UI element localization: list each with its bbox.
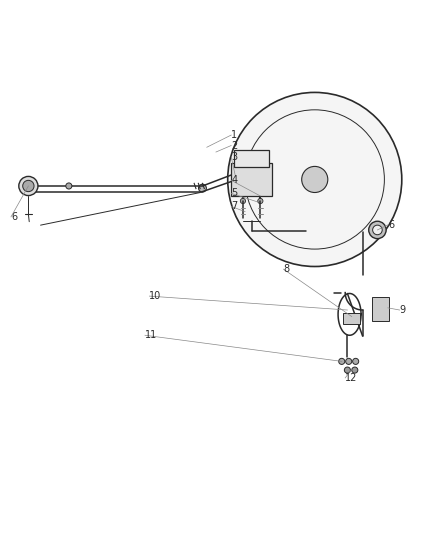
FancyBboxPatch shape (231, 163, 272, 196)
Text: 5: 5 (231, 188, 237, 198)
Text: 1: 1 (231, 130, 237, 140)
Text: 12: 12 (345, 373, 357, 383)
Text: 10: 10 (149, 291, 162, 301)
Circle shape (344, 367, 350, 373)
FancyBboxPatch shape (234, 150, 269, 167)
Text: 4: 4 (231, 175, 237, 185)
Circle shape (23, 180, 34, 192)
Text: 11: 11 (145, 330, 157, 340)
Text: 6: 6 (389, 220, 395, 230)
Circle shape (228, 92, 402, 266)
Circle shape (373, 225, 382, 235)
Text: 7: 7 (231, 201, 237, 212)
Circle shape (302, 166, 328, 192)
Circle shape (352, 367, 358, 373)
Text: 6: 6 (11, 212, 17, 222)
Circle shape (240, 198, 246, 204)
Text: 3: 3 (231, 152, 237, 162)
Circle shape (66, 183, 72, 189)
FancyBboxPatch shape (343, 313, 360, 325)
FancyBboxPatch shape (372, 297, 389, 321)
Circle shape (346, 358, 352, 365)
Text: 2: 2 (231, 141, 237, 150)
Circle shape (19, 176, 38, 196)
Text: 9: 9 (399, 305, 406, 315)
Circle shape (198, 184, 206, 192)
Circle shape (258, 198, 263, 204)
Circle shape (369, 221, 386, 239)
Circle shape (353, 358, 359, 365)
Text: 8: 8 (283, 264, 290, 274)
Circle shape (339, 358, 345, 365)
